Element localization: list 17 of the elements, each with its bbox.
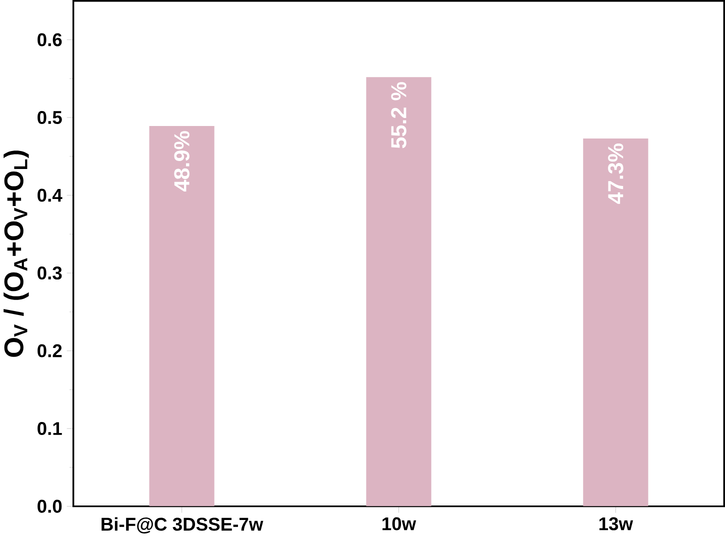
bar	[366, 77, 432, 506]
y-tick-label: 0.6	[38, 33, 62, 46]
x-tick-label: 10w	[382, 517, 416, 530]
x-tick-label: Bi-F@C 3DSSE-7w	[102, 517, 264, 534]
x-tick-label: 13w	[599, 517, 634, 530]
y-tick-label: 0.2	[38, 344, 62, 358]
y-tick-label: 0.0	[38, 500, 62, 513]
data-label: 47.3%	[608, 144, 624, 204]
y-tick-label: 0.4	[38, 188, 62, 202]
bar	[149, 126, 214, 506]
y-tick-label: 0.3	[38, 266, 62, 280]
bar	[583, 138, 648, 506]
data-label: 48.9%	[174, 131, 190, 192]
y-tick-label: 0.1	[38, 422, 62, 436]
y-tick-label: 0.5	[38, 110, 62, 124]
text: O$_{V}$ / (O$_{A}$+O$_{V}$+O$_{L}$)	[4, 150, 29, 357]
data-label: 55.2 %	[391, 82, 406, 148]
